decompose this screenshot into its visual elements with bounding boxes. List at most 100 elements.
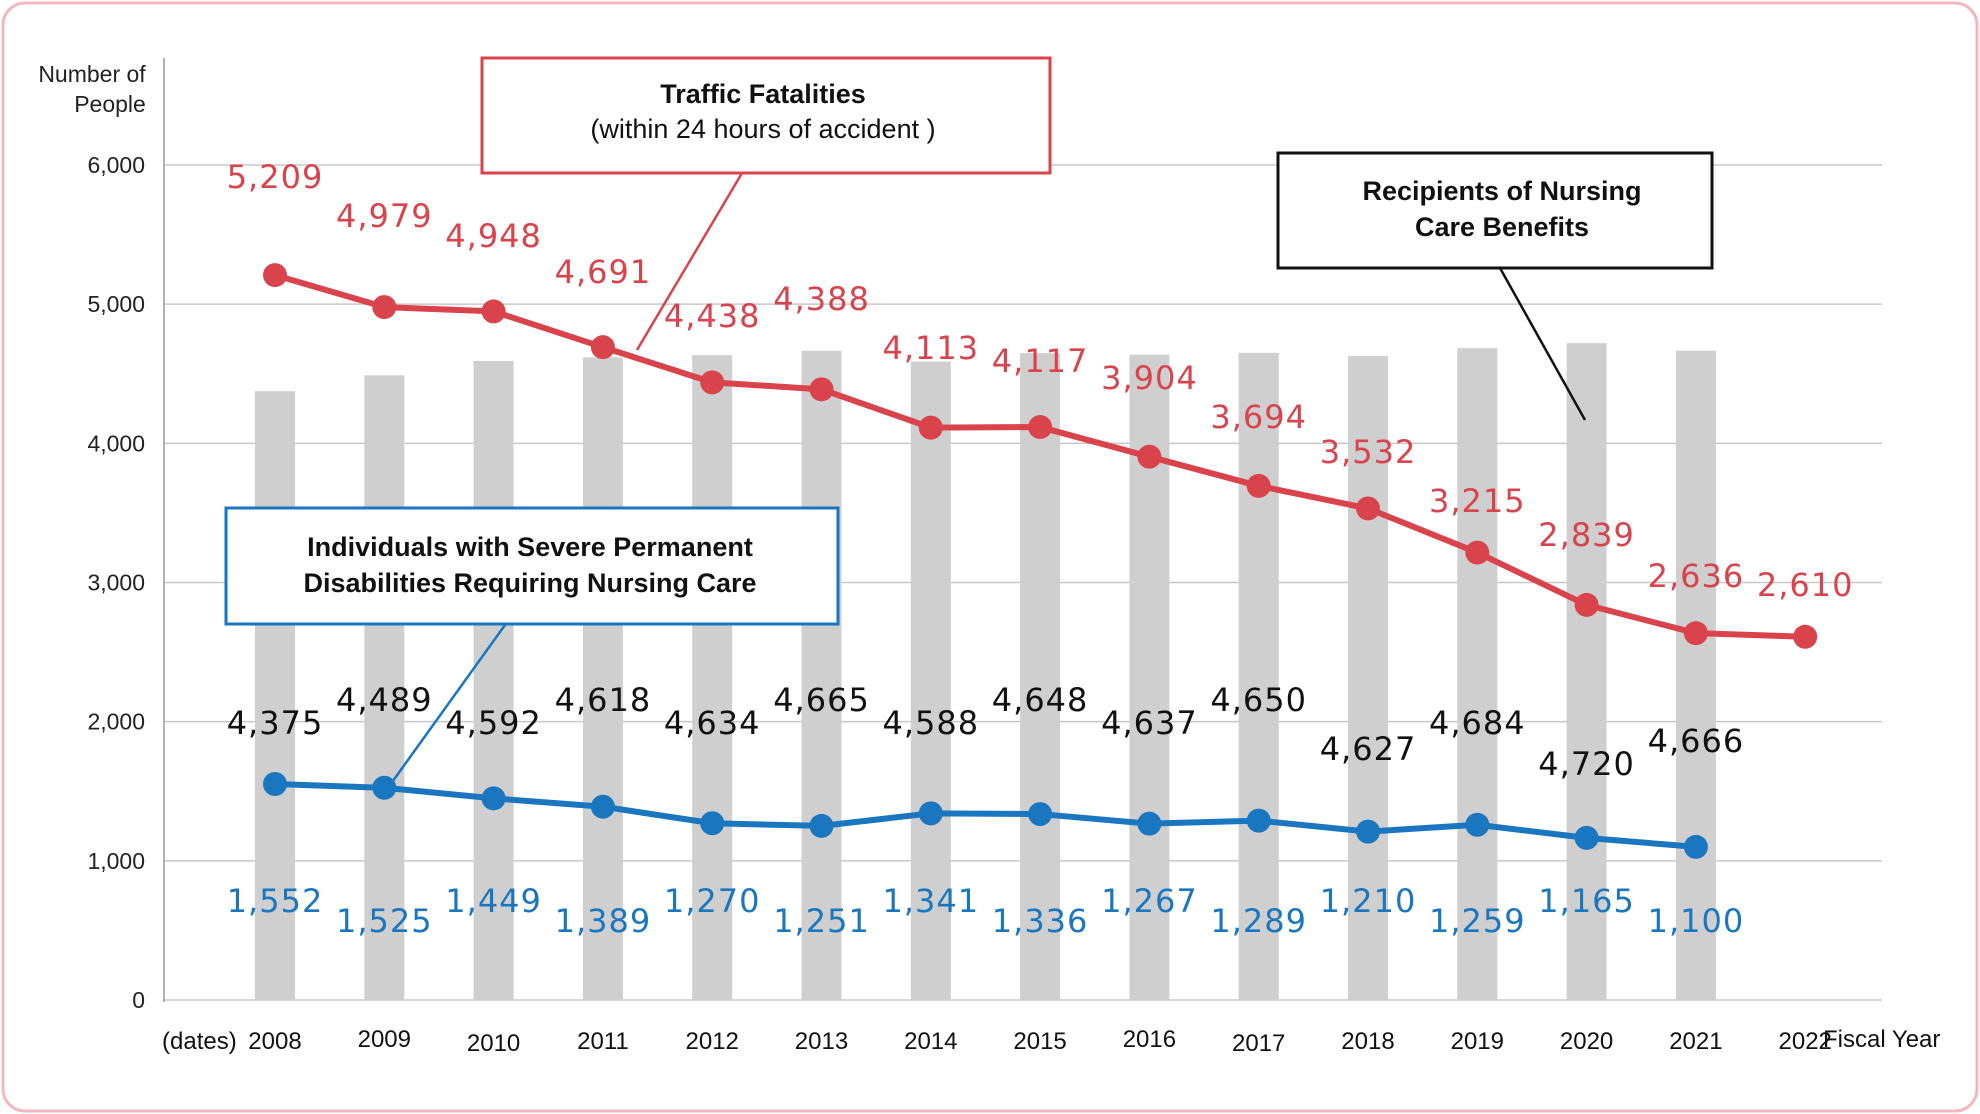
point-fatalities (372, 295, 397, 320)
point-disabilities (1683, 834, 1708, 859)
label-fatalities: 4,117 (992, 342, 1089, 380)
callout-fatalities-subtitle: (within 24 hours of accident ) (590, 114, 935, 144)
label-fatalities: 4,113 (882, 329, 979, 367)
bar (1566, 343, 1607, 1001)
point-fatalities (1137, 444, 1162, 469)
label-recipients: 4,720 (1538, 745, 1635, 783)
label-fatalities: 2,839 (1538, 516, 1635, 554)
label-recipients: 4,592 (445, 704, 542, 742)
point-disabilities (1246, 808, 1271, 833)
label-disabilities: 1,552 (227, 882, 324, 920)
label-disabilities: 1,251 (773, 902, 870, 940)
point-disabilities (1574, 825, 1599, 850)
label-fatalities: 2,610 (1757, 566, 1854, 604)
callout-disabilities: Individuals with Severe Permanent Disabi… (224, 506, 840, 626)
label-recipients: 4,375 (227, 704, 324, 742)
bars-recipients (255, 343, 1716, 1001)
points (263, 263, 1818, 859)
label-fatalities: 5,209 (227, 158, 324, 196)
point-fatalities (1246, 473, 1271, 498)
recipients-leader-line (1498, 267, 1587, 421)
point-fatalities (809, 377, 834, 402)
x-tick-label: 2020 (1560, 1028, 1613, 1055)
bar (582, 357, 623, 1000)
point-fatalities (1574, 592, 1599, 617)
point-disabilities (590, 794, 615, 819)
point-disabilities (809, 813, 834, 838)
x-tick-label: 2012 (686, 1028, 739, 1055)
x-tick-label: 2014 (904, 1028, 957, 1055)
y-tick-labels: 0 1,000 2,000 3,000 4,000 5,000 6,000 (87, 152, 145, 1013)
label-disabilities: 1,449 (445, 882, 542, 920)
y-axis-title-line1: Number of (38, 61, 146, 87)
y-tick-label: 0 (132, 987, 145, 1013)
bar (255, 391, 295, 1000)
callout-fatalities-title: Traffic Fatalities (660, 79, 866, 109)
point-disabilities (918, 801, 943, 826)
x-tick-label: 2008 (248, 1028, 301, 1055)
point-disabilities (700, 811, 725, 836)
callout-disabilities-line1: Individuals with Severe Permanent (307, 532, 753, 562)
callout-disabilities-line2: Disabilities Requiring Nursing Care (303, 568, 756, 598)
callout-fatalities-box (480, 56, 1052, 175)
x-tick-labels: 2008 2009 2010 2011 2012 2013 2014 2015 2016 2017… (248, 1026, 1832, 1057)
bar (364, 375, 405, 1000)
label-recipients: 4,684 (1429, 704, 1526, 742)
bar (1675, 350, 1716, 1001)
label-recipients: 4,618 (555, 681, 652, 719)
y-tick-label: 1,000 (87, 848, 145, 874)
point-fatalities (1465, 540, 1490, 565)
point-disabilities (263, 772, 287, 797)
callout-recipients: Recipients of Nursing Care Benefits (1276, 151, 1714, 270)
label-recipients: 4,489 (336, 681, 433, 719)
callout-recipients-line2: Care Benefits (1415, 212, 1589, 242)
label-recipients: 4,648 (992, 681, 1089, 719)
data-labels: 5,209 4,979 4,948 4,691 4,438 4,388 4,113 4,117… (227, 158, 1854, 940)
fatalities-leader-line (635, 167, 747, 351)
bar (801, 350, 842, 1001)
point-fatalities (1683, 621, 1708, 646)
label-disabilities: 1,165 (1538, 882, 1635, 920)
point-disabilities (1356, 819, 1380, 844)
point-disabilities (481, 786, 506, 811)
label-fatalities: 3,694 (1210, 398, 1307, 436)
bar (692, 355, 733, 1000)
x-tick-label: 2019 (1451, 1028, 1504, 1055)
y-tick-label: 2,000 (87, 709, 145, 735)
label-recipients: 4,665 (773, 681, 870, 719)
point-fatalities (700, 370, 725, 395)
callout-fatalities: Traffic Fatalities (within 24 hours of a… (480, 56, 1052, 175)
x-tick-label: 2016 (1123, 1026, 1176, 1053)
label-fatalities: 2,636 (1648, 557, 1745, 595)
label-fatalities: 4,691 (555, 253, 652, 291)
point-fatalities (918, 415, 943, 440)
point-fatalities (590, 335, 615, 360)
callout-disabilities-box (224, 506, 840, 626)
label-fatalities: 4,388 (773, 280, 870, 318)
label-disabilities: 1,100 (1648, 902, 1745, 940)
point-disabilities (1028, 802, 1053, 827)
point-disabilities (372, 775, 397, 800)
line-disabilities (274, 781, 1697, 850)
callout-recipients-box (1276, 151, 1714, 270)
disabilities-leader-line (388, 624, 507, 786)
label-fatalities: 3,532 (1320, 433, 1417, 471)
label-fatalities: 4,979 (336, 197, 433, 235)
y-tick-label: 6,000 (87, 152, 145, 178)
x-tick-label: 2009 (358, 1026, 411, 1053)
point-fatalities (263, 263, 287, 288)
label-disabilities: 1,341 (882, 882, 979, 920)
x-tick-label: 2021 (1669, 1028, 1722, 1055)
label-recipients: 4,650 (1210, 681, 1307, 719)
point-fatalities (1793, 624, 1818, 649)
point-fatalities (1356, 496, 1380, 521)
x-tick-label: 2013 (795, 1028, 848, 1055)
x-tick-label: 2022 (1779, 1028, 1832, 1055)
callout-recipients-line1: Recipients of Nursing (1362, 176, 1641, 206)
bar (1457, 348, 1498, 1001)
label-recipients: 4,627 (1320, 730, 1417, 768)
label-recipients: 4,637 (1101, 704, 1198, 742)
bar (1020, 353, 1061, 1000)
label-recipients: 4,666 (1648, 722, 1745, 760)
bar (1238, 352, 1279, 1000)
